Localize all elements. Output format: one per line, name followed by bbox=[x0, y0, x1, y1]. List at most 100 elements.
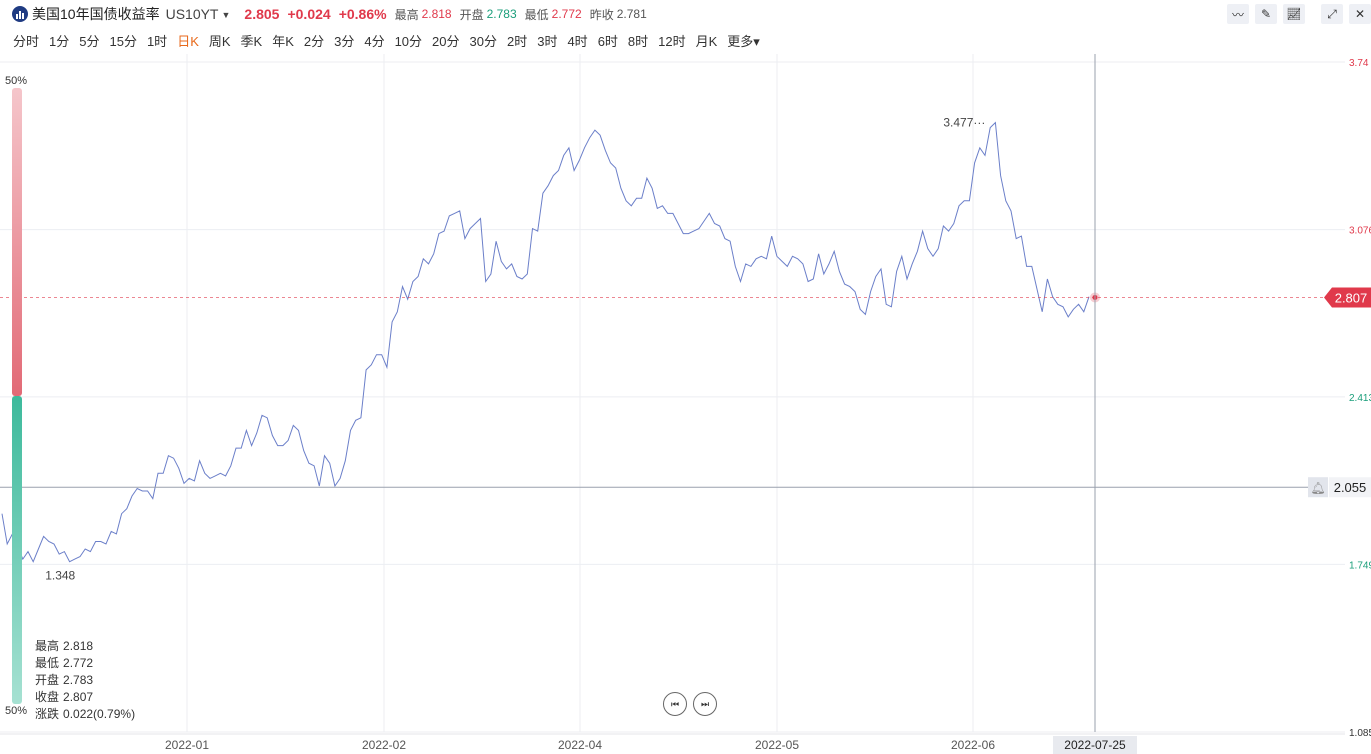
ohlc-row: 涨跌 0.022(0.79%) bbox=[35, 706, 135, 723]
ratio-top-pct: 50% bbox=[5, 75, 28, 87]
toolbar: 〰 ✎ 📈︎ ⤢ ✕ bbox=[1227, 4, 1371, 24]
period-tab[interactable]: 3分 bbox=[334, 33, 355, 49]
low-label: 最低 bbox=[524, 7, 549, 22]
ohlc-value: 2.783 bbox=[63, 673, 94, 687]
ratio-bar-down bbox=[12, 396, 22, 704]
period-tab[interactable]: 1分 bbox=[49, 33, 70, 49]
period-tab[interactable]: 2分 bbox=[303, 33, 325, 49]
expand-icon: ⤢ bbox=[1327, 6, 1337, 21]
x-tick-label: 2022-06 bbox=[951, 738, 995, 752]
price-change-pct: +0.86% bbox=[338, 6, 387, 22]
quote-header: 美国10年国债收益率 US10YT ▼ 2.805 +0.024 +0.86% 最… bbox=[0, 0, 1371, 28]
wave-icon: 〰 bbox=[1231, 7, 1244, 22]
period-tab[interactable]: 更多▾ bbox=[727, 33, 760, 49]
y-tick-label: 1.749 bbox=[1349, 560, 1371, 571]
last-price-tag: 2.807 bbox=[1335, 290, 1368, 305]
crosshair-value-label: 2.055 bbox=[1334, 480, 1367, 495]
period-tab[interactable]: 年K bbox=[272, 33, 294, 49]
ohlc-value: 2.772 bbox=[63, 656, 94, 670]
x-tick-label: 2022-02 bbox=[362, 738, 406, 752]
ohlc-row: 收盘 2.807 bbox=[35, 689, 135, 706]
y-tick-label: 3.74 bbox=[1349, 58, 1369, 69]
crosshair-date-label: 2022-07-25 bbox=[1064, 738, 1126, 752]
x-tick-label: 2022-05 bbox=[755, 738, 799, 752]
period-tab[interactable]: 12时 bbox=[658, 33, 686, 49]
ratio-bar-up bbox=[12, 88, 22, 396]
draw-button[interactable]: ✎ bbox=[1255, 4, 1277, 24]
symbol-selector[interactable]: US10YT ▼ bbox=[166, 6, 231, 22]
high-value: 2.818 bbox=[421, 7, 452, 21]
chart-logo-icon bbox=[12, 6, 28, 22]
ratio-bar bbox=[12, 88, 22, 704]
last-price: 2.805 bbox=[244, 6, 280, 22]
close-button[interactable]: ✕ bbox=[1349, 4, 1371, 24]
x-tick-label: 2022-01 bbox=[165, 738, 209, 752]
open-value: 2.783 bbox=[486, 7, 517, 21]
ohlc-panel: 最高 2.818 最低 2.772 开盘 2.783 收盘 2.807 涨跌 0.022(0.79… bbox=[35, 638, 135, 723]
price-chart[interactable]: 3.74 3.076 2.413 1.749 1.085 2022-01 2022-02 20… bbox=[0, 54, 1371, 754]
ohlc-row: 最高 2.818 bbox=[35, 638, 135, 655]
ratio-bottom-pct: 50% bbox=[5, 705, 28, 717]
period-tab[interactable]: 20分 bbox=[432, 33, 460, 49]
y-tick-label: 2.413 bbox=[1349, 393, 1371, 404]
period-tab[interactable]: 30分 bbox=[469, 33, 497, 49]
period-tab[interactable]: 10分 bbox=[394, 33, 423, 49]
period-tab[interactable]: 3时 bbox=[537, 33, 558, 49]
period-tabs: 分时 1分 5分 15分 1时 日K 周K 季K 年K 2分 3分 4分 10分 20分 30分 2时 3时 4时… bbox=[8, 30, 765, 50]
y-tick-label: 1.085 bbox=[1349, 728, 1371, 739]
ohlc-value: 0.022(0.79%) bbox=[63, 707, 136, 721]
period-tab[interactable]: 分时 bbox=[13, 33, 40, 49]
period-tab[interactable]: 1时 bbox=[146, 33, 168, 49]
ohlc-label: 开盘 bbox=[35, 673, 60, 687]
indicator-button[interactable]: 〰 bbox=[1227, 4, 1249, 24]
max-value-label: 3.477··· bbox=[943, 116, 985, 130]
period-tab[interactable]: 日K bbox=[177, 33, 199, 49]
ohlc-label: 涨跌 bbox=[35, 707, 60, 721]
alert-button-bg bbox=[1308, 477, 1328, 498]
period-tab[interactable]: 月K bbox=[695, 33, 718, 49]
last-price-tag-bg bbox=[1324, 287, 1371, 308]
chart-type-button[interactable]: 📈︎ bbox=[1283, 4, 1305, 24]
price-change: +0.024 bbox=[287, 6, 331, 22]
close-icon: ✕ bbox=[1354, 7, 1366, 21]
crosshair-date-bg bbox=[1053, 736, 1137, 754]
skip-back-icon: ⏮ bbox=[670, 698, 680, 709]
period-tab[interactable]: 8时 bbox=[627, 33, 649, 49]
high-label: 最高 bbox=[394, 7, 419, 22]
period-tab[interactable]: 季K bbox=[240, 33, 263, 49]
x-tick-label: 2022-04 bbox=[558, 738, 602, 752]
ohlc-row: 开盘 2.783 bbox=[35, 672, 135, 689]
period-tab[interactable]: 4分 bbox=[364, 33, 385, 49]
jump-end-button[interactable]: ⏭ bbox=[693, 692, 717, 716]
low-value: 2.772 bbox=[551, 7, 582, 21]
fullscreen-button[interactable]: ⤢ bbox=[1321, 4, 1343, 24]
ohlc-value: 2.818 bbox=[63, 639, 94, 653]
bell-icon: 🔔︎ bbox=[1310, 481, 1325, 495]
period-tab[interactable]: 5分 bbox=[79, 33, 100, 49]
ohlc-label: 收盘 bbox=[35, 690, 60, 704]
period-tab[interactable]: 15分 bbox=[109, 33, 137, 49]
ohlc-label: 最高 bbox=[35, 639, 60, 653]
prev-close-label: 昨收 bbox=[589, 7, 614, 22]
pencil-icon: ✎ bbox=[1260, 7, 1272, 21]
open-label: 开盘 bbox=[459, 7, 484, 22]
ohlc-label: 最低 bbox=[35, 656, 60, 670]
min-value-label: 1.348 bbox=[45, 569, 75, 583]
period-tab[interactable]: 2时 bbox=[506, 33, 528, 49]
line-chart-icon: 📈︎ bbox=[1286, 7, 1302, 21]
chart-navigation: ⏮ ⏭ bbox=[663, 692, 717, 716]
series-line bbox=[1, 121, 1090, 563]
period-tab[interactable]: 6时 bbox=[597, 33, 618, 49]
crosshair-value-bg bbox=[1329, 477, 1371, 498]
chevron-down-icon: ▼ bbox=[221, 10, 231, 21]
instrument-title: 美国10年国债收益率 bbox=[32, 6, 160, 22]
skip-forward-icon: ⏭ bbox=[700, 698, 710, 709]
period-tab[interactable]: 周K bbox=[208, 33, 231, 49]
y-tick-label: 3.076 bbox=[1349, 226, 1371, 237]
period-tab[interactable]: 4时 bbox=[567, 33, 588, 49]
ohlc-value: 2.807 bbox=[63, 690, 94, 704]
symbol-label: US10YT bbox=[165, 6, 219, 22]
jump-start-button[interactable]: ⏮ bbox=[663, 692, 687, 716]
ohlc-row: 最低 2.772 bbox=[35, 655, 135, 672]
prev-close-value: 2.781 bbox=[616, 7, 647, 21]
